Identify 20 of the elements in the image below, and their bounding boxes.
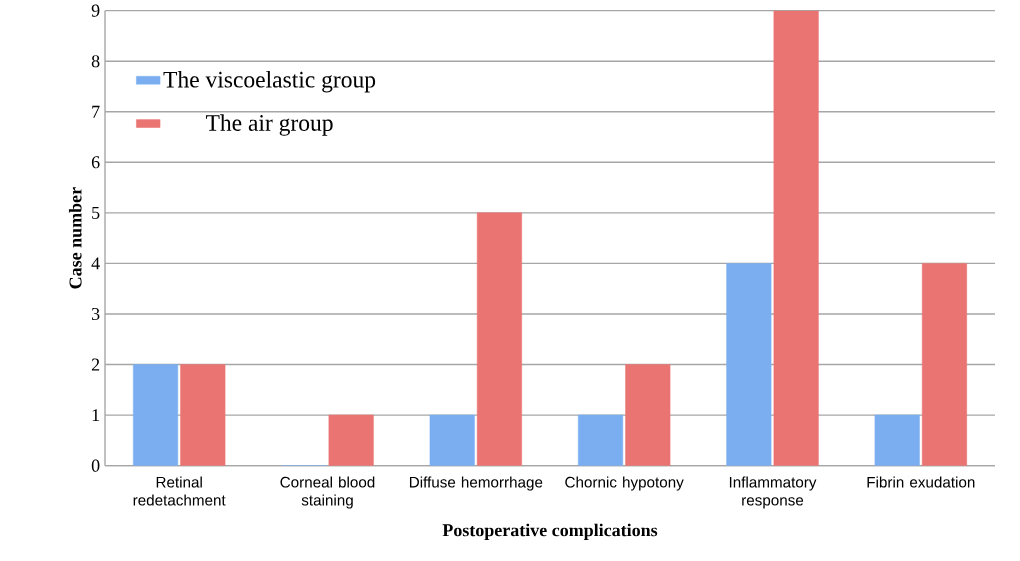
y-tick-label: 0 [91,459,100,472]
y-tick-label: 3 [92,308,100,321]
y-tick-label: 8 [91,55,100,68]
y-tick-label: 9 [91,4,100,17]
legend-label: The air group [205,114,333,136]
y-tick-label: 5 [92,207,100,220]
y-axis-title: Case number [68,187,82,289]
x-tick-label: Fibrin exudation [867,476,975,488]
x-axis-title: Postoperative complications [442,523,658,541]
y-tick-label: 6 [91,156,100,169]
legend-label: The viscoelastic group [163,71,376,93]
y-tick-label: 2 [91,358,100,371]
x-tick-label: Retinal redetachment [133,476,226,506]
y-tick-label: 1 [92,409,100,422]
x-tick-label: Diffuse hemorrhage [409,476,543,491]
x-tick-label: Chornic hypotony [565,476,684,491]
x-tick-label: Inflammatory response [729,476,817,509]
x-tick-label: Corneal blood staining [280,476,375,509]
y-tick-label: 7 [92,106,100,118]
y-tick-label: 4 [91,257,100,270]
